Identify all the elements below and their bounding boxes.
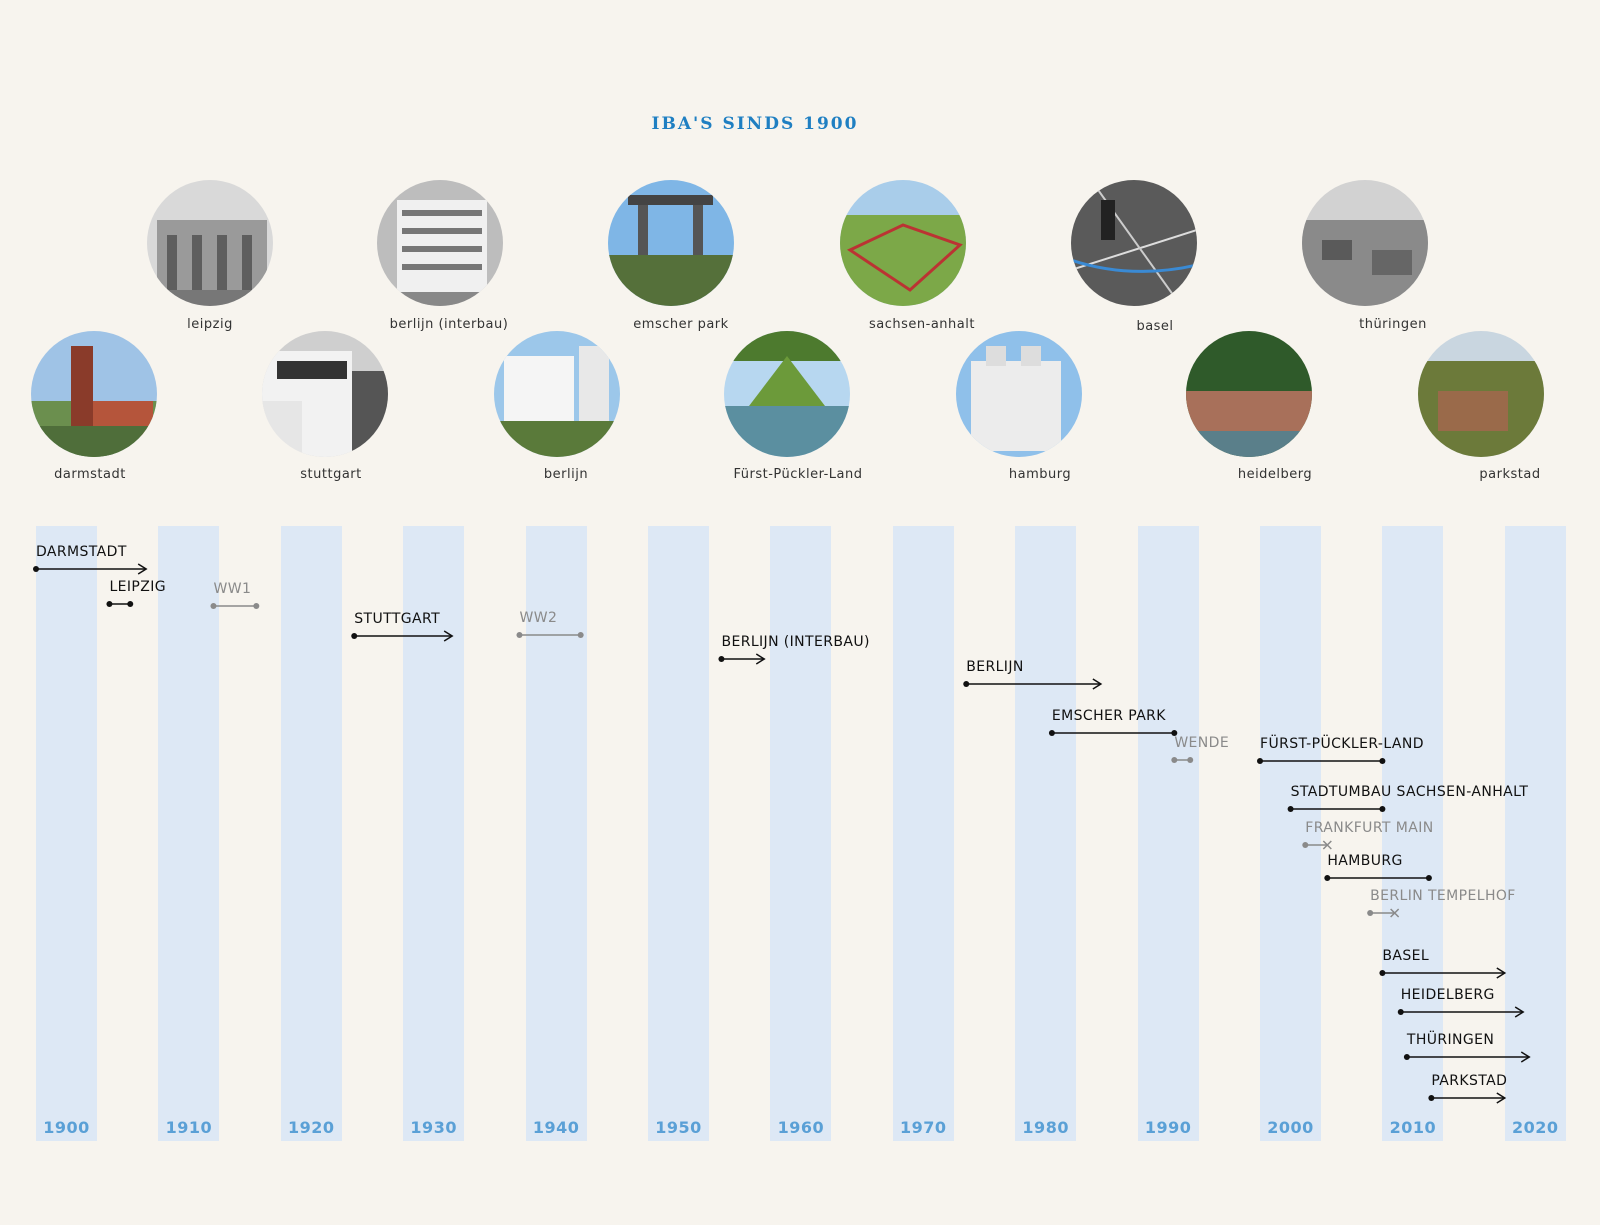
- decade-band: [280, 526, 342, 1141]
- timeline-bar: [516, 632, 584, 638]
- timeline-label: STADTUMBAU SACHSEN-ANHALT: [1290, 784, 1529, 800]
- photo-stuttgart[interactable]: [262, 331, 388, 457]
- decade-label: 1990: [1144, 1118, 1192, 1137]
- caption-berlin: berlijn: [543, 467, 589, 482]
- photo-hamburg[interactable]: [956, 331, 1082, 457]
- caption-basel: basel: [1136, 319, 1174, 334]
- decade-band: [1382, 526, 1444, 1141]
- caption-hamburg: hamburg: [1008, 467, 1072, 482]
- hamburg-photo-icon: [956, 331, 1082, 457]
- page-title: IBA'S SINDS 1900: [651, 114, 859, 134]
- decade-band: [403, 526, 465, 1141]
- timeline-label: BERLIN TEMPELHOF: [1370, 888, 1516, 904]
- timeline-bar: [1171, 757, 1194, 763]
- stuttgart-photo-icon: [262, 331, 388, 457]
- timeline-bar: [1367, 908, 1400, 918]
- timeline-bar: [1287, 806, 1386, 812]
- decade-band: [1260, 526, 1321, 1141]
- caption-stuttgart: stuttgart: [300, 467, 362, 482]
- decade-band: [1015, 526, 1077, 1141]
- timeline-label: FRANKFURT MAIN: [1305, 820, 1434, 836]
- decade-label: 1980: [1022, 1118, 1069, 1137]
- timeline-bar: [106, 601, 134, 607]
- timeline-label: DARMSTADT: [36, 544, 127, 560]
- timeline-bar: [963, 678, 1103, 690]
- decade-band: [158, 526, 220, 1141]
- timeline-label: BERLIJN: [966, 659, 1024, 675]
- caption-leipzig: leipzig: [187, 317, 233, 332]
- decade-label: 2000: [1267, 1118, 1314, 1137]
- decade-label: 1920: [288, 1118, 335, 1137]
- timeline-bar: [1257, 758, 1386, 764]
- timeline-bar: [1428, 1092, 1507, 1104]
- timeline-bar: [1302, 840, 1332, 850]
- basel-photo-icon: [1071, 180, 1197, 306]
- caption-parkstad: parkstad: [1479, 467, 1541, 482]
- caption-fuerst: Fürst-Pückler-Land: [733, 467, 863, 482]
- timeline-bar: [1403, 1051, 1531, 1063]
- emscher-photo-icon: [608, 180, 734, 306]
- timeline-bar: [718, 653, 766, 665]
- leipzig-photo-icon: [147, 180, 273, 306]
- photo-emscher[interactable]: [608, 180, 734, 306]
- timeline-label: WW2: [519, 610, 558, 626]
- timeline-label: WENDE: [1174, 735, 1230, 751]
- caption-heidelberg: heidelberg: [1237, 467, 1313, 482]
- decade-label: 1910: [165, 1118, 213, 1137]
- timeline-bar: [351, 630, 454, 642]
- decade-label: 1970: [900, 1118, 947, 1137]
- decade-label: 1960: [777, 1118, 825, 1137]
- decade-label: 1930: [410, 1118, 457, 1137]
- timeline-label: BASEL: [1382, 948, 1430, 964]
- decade-label: 1940: [532, 1118, 580, 1137]
- timeline-label: WW1: [213, 581, 252, 597]
- decade-band: [36, 526, 97, 1141]
- timeline-label: HAMBURG: [1327, 853, 1403, 869]
- timeline-label: THÜRINGEN: [1406, 1032, 1495, 1048]
- timeline-label: EMSCHER PARK: [1051, 708, 1166, 724]
- timeline-bar: [210, 603, 260, 609]
- photo-fuerst[interactable]: [724, 331, 850, 457]
- decade-band: [1137, 526, 1199, 1141]
- photo-basel[interactable]: [1071, 180, 1197, 306]
- decade-band: [525, 526, 587, 1141]
- caption-sachsen: sachsen-anhalt: [869, 317, 975, 332]
- caption-emscher: emscher park: [633, 317, 729, 332]
- timeline-bar: [1397, 1006, 1525, 1018]
- photo-leipzig[interactable]: [147, 180, 273, 306]
- timeline-bar: [1379, 967, 1507, 979]
- timeline-label: HEIDELBERG: [1400, 987, 1495, 1003]
- caption-berlin-interbau: berlijn (interbau): [389, 317, 509, 332]
- timeline-bar: [1324, 875, 1432, 881]
- decade-label: 1950: [655, 1118, 702, 1137]
- photo-berlin[interactable]: [494, 331, 620, 457]
- timeline-label: PARKSTAD: [1431, 1073, 1508, 1089]
- fuerst-photo-icon: [724, 331, 850, 457]
- decade-label: 1900: [43, 1118, 90, 1137]
- decade-band: [892, 526, 954, 1141]
- timeline-bar: [1048, 730, 1178, 736]
- decade-label: 2020: [1512, 1118, 1559, 1137]
- timeline-bar: [33, 563, 148, 575]
- timeline-label: STUTTGART: [354, 611, 441, 627]
- berlin-photo-icon: [494, 331, 620, 457]
- timeline-label: LEIPZIG: [109, 579, 167, 595]
- decade-band: [648, 526, 709, 1141]
- timeline-label: BERLIJN (INTERBAU): [721, 634, 870, 650]
- decade-band: [770, 526, 832, 1141]
- caption-thueringen: thüringen: [1359, 317, 1427, 332]
- timeline-label: FÜRST-PÜCKLER-LAND: [1260, 736, 1424, 752]
- decade-label: 2010: [1389, 1118, 1437, 1137]
- caption-darmstadt: darmstadt: [54, 467, 126, 482]
- decade-band: [1504, 526, 1566, 1141]
